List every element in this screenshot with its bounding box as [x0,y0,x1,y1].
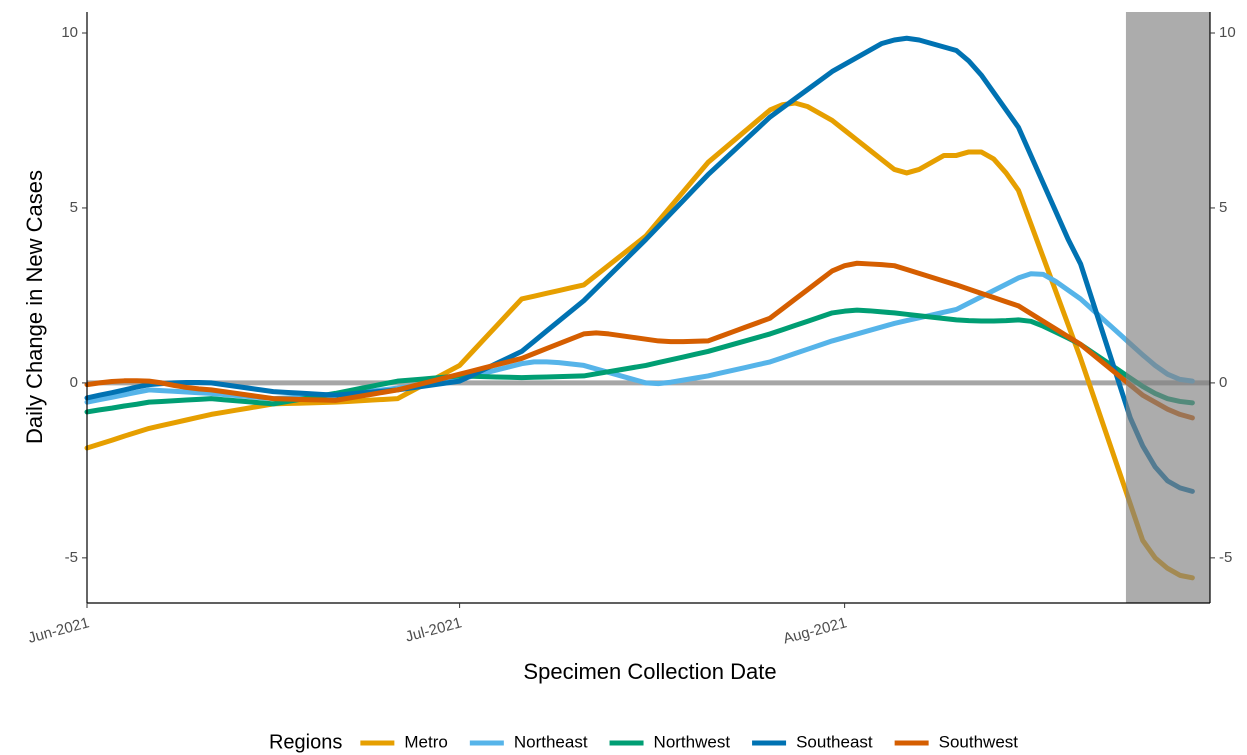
y-tick-label: -5 [65,549,78,566]
shaded-period [1125,12,1210,603]
series-line [84,307,1195,415]
legend-label: Southeast [796,732,873,751]
series-line [84,35,1195,494]
x-axis-label: Specimen Collection Date [523,659,776,684]
y-axis-label: Daily Change in New Cases [22,170,47,444]
x-tick-label: Jul-2021 [404,614,464,645]
legend-label: Southwest [939,732,1019,751]
legend-label: Northwest [654,732,731,751]
y-tick-label: 10 [61,24,78,41]
legend-label: Metro [404,732,447,751]
x-tick-label: Aug-2021 [781,614,848,647]
y2-tick-label: 0 [1219,374,1227,391]
legend-title: Regions [269,731,342,753]
y2-tick-label: -5 [1219,549,1232,566]
legend: Regions Metro Northeast Northwest Southeast S… [269,731,1018,753]
legend-label: Northeast [514,732,588,751]
series-line [84,260,1195,421]
y2-tick-label: 5 [1219,199,1227,216]
y-tick-label: 0 [70,374,78,391]
x-tick-label: Jun-2021 [26,614,91,647]
y-tick-label: 5 [70,199,78,216]
y2-tick-label: 10 [1219,24,1236,41]
